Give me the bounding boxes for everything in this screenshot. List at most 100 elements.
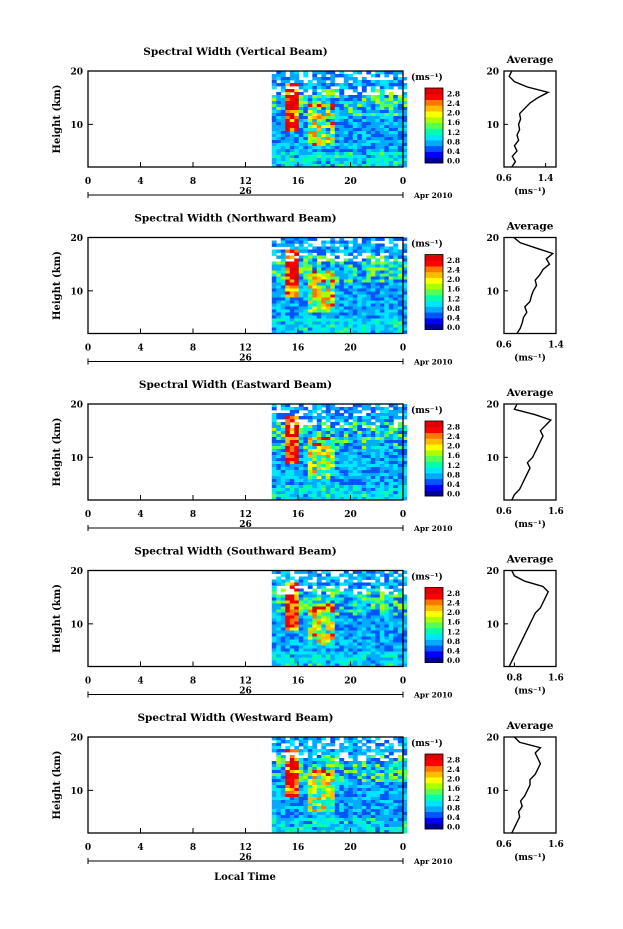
colorbar-frame [424, 420, 444, 497]
heatmap-cells [271, 737, 408, 834]
chart-panel-4: Spectral Width (Southward Beam) Height (k… [52, 546, 564, 700]
colorbar-tick-label: 0.8 [447, 137, 460, 146]
average-x-tick-label: 1.4 [548, 341, 564, 351]
colorbar-tick-label: 0.8 [447, 637, 460, 646]
y-tick-label: 10 [70, 287, 83, 297]
colorbar-swatch [425, 782, 443, 789]
date-label: Apr 2010 [413, 358, 453, 367]
colorbar-swatch [425, 794, 443, 801]
colorbar-tick-label: 0.4 [447, 313, 460, 322]
average-profile-line [511, 736, 542, 834]
colorbar-tick-label: 0.8 [447, 803, 460, 812]
x-tick-label: 8 [190, 510, 196, 520]
y-tick-label: 10 [70, 121, 83, 131]
colorbar-swatch [425, 426, 443, 433]
average-x-tick-label: 1.6 [548, 507, 564, 517]
colorbar-swatch [425, 593, 443, 600]
colorbar-tick-label: 2.8 [447, 589, 460, 598]
colorbar-unit: (ms⁻¹) [411, 405, 443, 416]
y-tick-label: 20 [70, 401, 83, 411]
colorbar-tick-label: 2.0 [447, 442, 460, 451]
x-tick-label: 8 [190, 843, 196, 853]
colorbar-swatch [425, 449, 443, 456]
colorbar-unit: (ms⁻¹) [411, 572, 443, 583]
colorbar-swatch [425, 484, 443, 491]
average-title: Average [506, 221, 554, 233]
colorbar-unit: (ms⁻¹) [411, 738, 443, 749]
colorbar-swatch [425, 656, 443, 663]
y-axis-label: Height (km) [52, 584, 63, 653]
colorbar-swatch [425, 645, 443, 652]
colorbar-frame [424, 254, 444, 330]
y-tick-label: 10 [70, 787, 83, 797]
x-tick-label: 4 [137, 510, 143, 520]
x-tick-label: 20 [344, 677, 357, 687]
colorbar-swatch [425, 306, 443, 313]
colorbar-tick-label: 1.2 [447, 794, 460, 803]
colorbar-swatch [425, 277, 443, 284]
colorbar-tick-label: 0.0 [447, 823, 460, 832]
date-day: 26 [239, 520, 252, 530]
colorbar-tick-label: 2.4 [447, 99, 460, 108]
x-tick-label: 12 [239, 510, 252, 520]
y-tick-label: 20 [70, 68, 83, 78]
colorbar-swatch [425, 116, 443, 123]
x-tick-label: 12 [239, 177, 252, 187]
x-tick-label: 4 [137, 843, 143, 853]
colorbar-tick-label: 2.4 [447, 599, 460, 608]
y-tick-label: 20 [70, 734, 83, 744]
colorbar-unit: (ms⁻¹) [411, 72, 443, 83]
colorbar-swatch [425, 587, 443, 594]
colorbar-swatch [425, 111, 443, 118]
colorbar-swatch [425, 651, 443, 658]
colorbar-swatch [425, 128, 443, 135]
colorbar-tick-label: 1.6 [447, 618, 460, 627]
colorbar-tick-label: 0.0 [447, 490, 460, 499]
average-y-tick-label: 20 [486, 734, 499, 744]
colorbar-swatch [425, 318, 443, 325]
average-frame [503, 70, 557, 168]
colorbar-tick-label: 1.2 [447, 128, 460, 137]
x-tick-label: 12 [239, 843, 252, 853]
average-x-tick-label: 0.6 [496, 840, 512, 850]
colorbar-swatch [425, 599, 443, 606]
x-tick-label: 0 [400, 344, 406, 354]
average-y-tick-label: 20 [486, 68, 499, 78]
colorbar-swatch [425, 777, 443, 784]
heatmap-cells [271, 404, 408, 501]
average-y-tick-label: 10 [486, 454, 499, 464]
x-tick-label: 0 [85, 677, 91, 687]
x-tick-label: 0 [400, 677, 406, 687]
x-tick-label: 16 [292, 510, 305, 520]
colorbar-swatch [425, 817, 443, 824]
date-label: Apr 2010 [413, 691, 453, 700]
colorbar-swatch [425, 88, 443, 95]
x-tick-label: 0 [85, 177, 91, 187]
colorbar-swatch [425, 610, 443, 617]
average-profile-line [513, 236, 555, 334]
x-tick-label: 0 [85, 843, 91, 853]
x-axis-label: Local Time [214, 872, 276, 883]
y-tick-label: 10 [70, 620, 83, 630]
y-tick-label: 10 [70, 454, 83, 464]
colorbar-swatch [425, 800, 443, 807]
average-title: Average [506, 554, 554, 566]
y-tick-label: 20 [70, 234, 83, 244]
date-day: 26 [239, 687, 252, 697]
colorbar-swatch [425, 99, 443, 106]
average-title: Average [506, 387, 554, 399]
x-tick-label: 12 [239, 344, 252, 354]
colorbar-swatch [425, 788, 443, 795]
colorbar-tick-label: 1.6 [447, 285, 460, 294]
average-frame [503, 569, 557, 668]
x-tick-label: 16 [292, 677, 305, 687]
colorbar-swatch [425, 461, 443, 468]
colorbar-tick-label: 0.4 [447, 147, 460, 156]
colorbar-swatch [425, 467, 443, 474]
average-y-tick-label: 20 [486, 234, 499, 244]
x-tick-label: 20 [344, 510, 357, 520]
colorbar-tick-label: 1.2 [447, 294, 460, 303]
colorbar-tick-label: 2.0 [447, 275, 460, 284]
x-tick-label: 20 [344, 177, 357, 187]
average-profile-line [508, 70, 551, 168]
